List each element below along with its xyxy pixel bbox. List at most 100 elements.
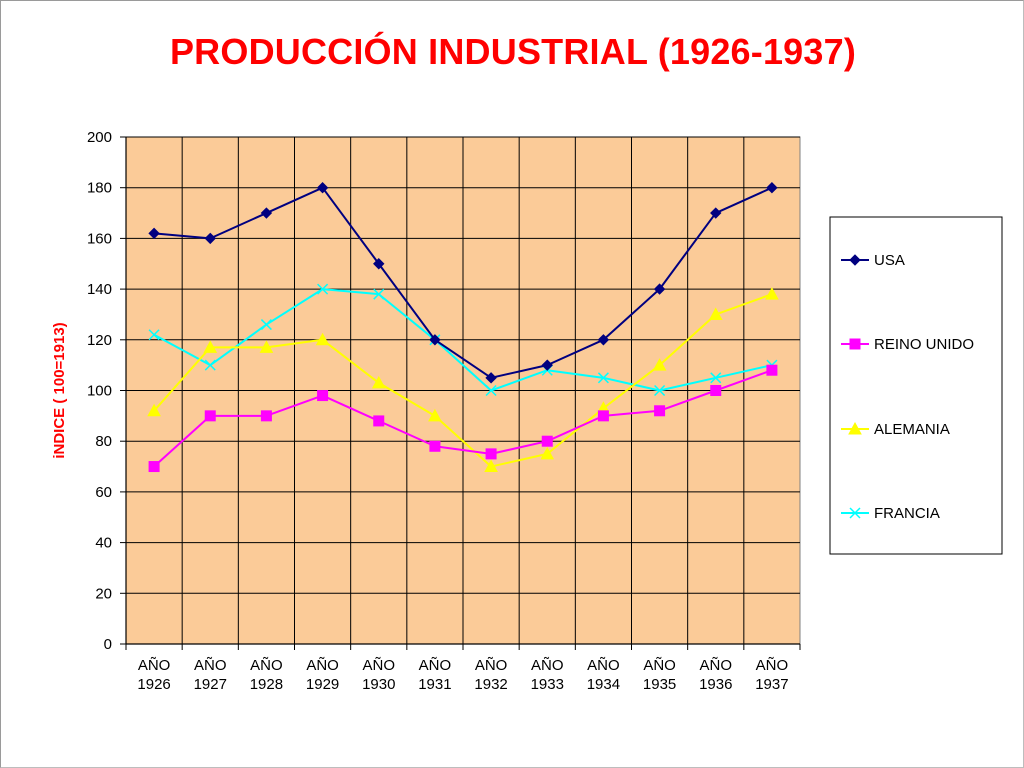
marker-stroke [373,288,385,300]
y-tick-label: 20 [95,585,112,602]
x-tick-line: AÑO [756,657,789,674]
x-tick-line: AÑO [475,657,508,674]
data-point-usa [148,227,160,240]
x-tick-label: AÑO 1930 [362,657,395,693]
data-point-alemania [315,332,330,346]
data-point-francia [710,372,722,384]
data-point-reino-unido [597,410,609,422]
y-tick-label: 40 [95,535,112,552]
x-tick-line: AÑO [250,657,283,674]
data-point-usa [316,181,329,194]
x-tick-line: 1932 [474,676,507,693]
y-axis-ticks: 0 20 40 60 80 100 120 140 160 180 200 [87,129,126,653]
x-tick-line: AÑO [643,657,676,674]
x-tick-label: AÑO 1928 [250,657,283,693]
data-point-alemania [259,340,274,353]
marker-stroke [317,283,329,295]
legend-label-usa: USA [874,252,905,269]
y-tick-label: 140 [87,281,112,298]
data-point-alemania [147,403,161,417]
x-axis-ticks: AÑO 1926 AÑO 1927 AÑO 1928 AÑO 1929 AÑO 1930 AÑO 19… [125,644,801,693]
data-point-alemania [708,307,723,320]
marker-stroke [597,372,609,384]
data-point-alemania [765,287,779,300]
data-point-usa [485,372,497,384]
data-point-francia [204,359,216,371]
data-point-alemania [652,358,667,371]
data-point-usa [766,181,778,194]
data-point-reino-unido [148,461,160,473]
x-tick-label: AÑO 1936 [699,657,732,693]
data-point-reino-unido [541,435,553,447]
data-point-reino-unido [485,448,497,460]
data-point-francia [260,319,272,331]
marker-stroke [260,319,272,331]
data-point-usa [541,359,553,371]
marker-stroke [485,384,497,397]
x-tick-label: AÑO 1927 [194,657,227,693]
x-tick-line: 1934 [587,676,620,693]
data-point-reino-unido [373,415,385,427]
legend-label-reino-unido: REINO UNIDO [874,336,974,353]
x-tick-label: AÑO 1926 [137,657,170,693]
legend-label-alemania: ALEMANIA [874,421,950,438]
marker-stroke [148,329,160,341]
marker-stroke [654,384,666,397]
data-point-usa [653,283,666,295]
y-tick-label: 120 [87,332,112,349]
data-point-usa [710,207,722,219]
data-point-alemania [484,459,498,473]
data-point-reino-unido [260,410,272,422]
legend-marker-reino-unido [849,338,861,350]
data-point-alemania [203,340,218,353]
legend-marker-alemania [848,421,862,435]
y-tick-label: 60 [95,484,112,501]
x-tick-line: 1937 [755,676,788,693]
x-tick-line: 1926 [137,676,170,693]
data-point-usa [429,334,441,346]
y-tick-label: 180 [87,180,112,197]
x-tick-line: 1931 [418,676,451,693]
marker-stroke [710,372,722,384]
data-point-reino-unido [317,390,329,402]
x-tick-line: 1929 [306,676,339,693]
data-point-reino-unido [766,364,778,376]
data-point-alemania [371,375,386,389]
data-point-alemania [428,408,442,422]
data-point-usa [373,258,385,270]
data-point-usa [597,334,610,346]
x-tick-label: AÑO 1933 [531,657,564,693]
legend: USA REINO UNIDO ALEMANIA FRANCIA [829,216,1003,555]
x-tick-line: AÑO [531,657,564,674]
data-point-francia [317,283,329,295]
legend-box [829,216,1003,555]
y-tick-label: 0 [104,636,112,653]
x-tick-label: AÑO 1937 [755,657,788,693]
series-group [147,181,779,473]
data-point-reino-unido [204,410,216,422]
x-tick-line: 1936 [699,676,732,693]
marker-stroke [849,507,861,519]
x-tick-label: AÑO 1935 [643,657,676,693]
series-line-francia [153,288,773,392]
y-tick-label: 80 [95,433,112,450]
x-tick-line: AÑO [194,657,227,674]
data-point-reino-unido [654,405,666,417]
x-tick-label: AÑO 1932 [474,657,507,693]
data-point-francia [485,384,497,397]
data-point-francia [373,288,385,300]
x-tick-line: AÑO [419,657,452,674]
data-point-reino-unido [429,440,441,452]
data-point-usa [204,232,216,245]
legend-marker-usa [849,254,861,266]
marker-stroke [204,359,216,371]
y-tick-label: 160 [87,230,112,247]
x-tick-line: AÑO [699,657,732,674]
data-point-francia [654,384,666,397]
x-tick-label: AÑO 1931 [418,657,451,693]
x-tick-line: 1935 [643,676,676,693]
data-point-francia [597,372,609,384]
x-tick-line: 1927 [194,676,227,693]
data-point-francia [148,329,160,341]
